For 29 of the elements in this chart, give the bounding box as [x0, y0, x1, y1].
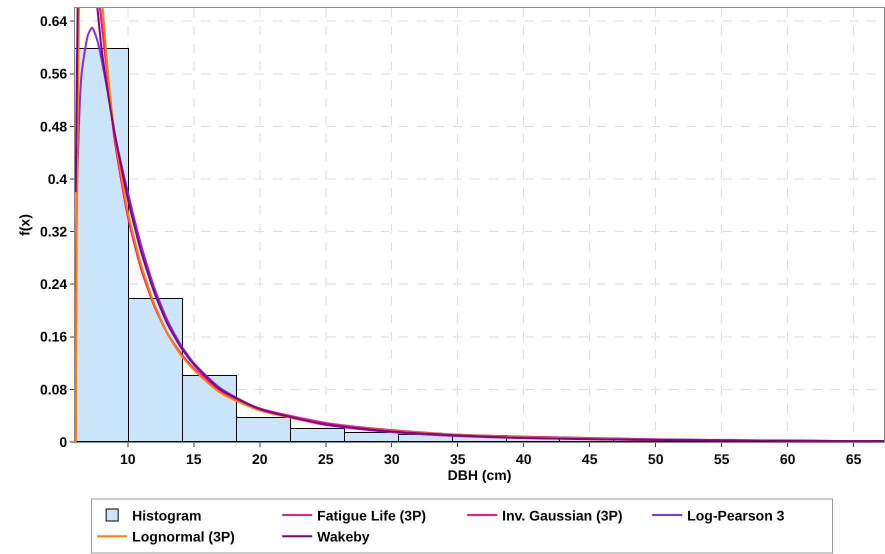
x-tick-label: 25 [318, 450, 334, 467]
x-axis-title: DBH (cm) [448, 467, 512, 484]
y-axis-title: f(x) [16, 214, 33, 236]
y-tick-label: 0.56 [40, 66, 68, 82]
x-tick-label: 10 [120, 450, 136, 467]
legend-label: Wakeby [317, 528, 370, 545]
legend-label: Log-Pearson 3 [687, 507, 785, 524]
x-tick-label: 50 [648, 450, 664, 467]
x-tick-label: 30 [384, 450, 400, 467]
legend-label: Fatigue Life (3P) [317, 507, 426, 524]
x-tick-label: 35 [450, 450, 466, 467]
y-tick-label: 0.24 [40, 276, 68, 292]
x-tick-label: 45 [582, 450, 598, 467]
x-tick-label: 15 [186, 450, 202, 467]
x-tick-label: 40 [516, 450, 532, 467]
y-tick-label: 0.4 [48, 170, 68, 187]
y-tick-label: 0.32 [40, 223, 68, 240]
y-tick-label: 0.64 [40, 13, 68, 30]
y-tick-label: 0.08 [40, 381, 68, 398]
x-tick-label: 65 [846, 450, 862, 467]
y-tick-label: 0.16 [40, 328, 68, 345]
x-tick-label: 55 [714, 450, 730, 467]
legend-label: Lognormal (3P) [132, 528, 235, 545]
y-tick-label: 0.48 [40, 118, 68, 134]
x-tick-label: 60 [780, 450, 796, 467]
x-tick-label: 20 [252, 450, 268, 467]
legend-label: Inv. Gaussian (3P) [502, 507, 623, 524]
legend-label: Histogram [132, 507, 202, 524]
y-tick-label: 0 [59, 434, 68, 450]
